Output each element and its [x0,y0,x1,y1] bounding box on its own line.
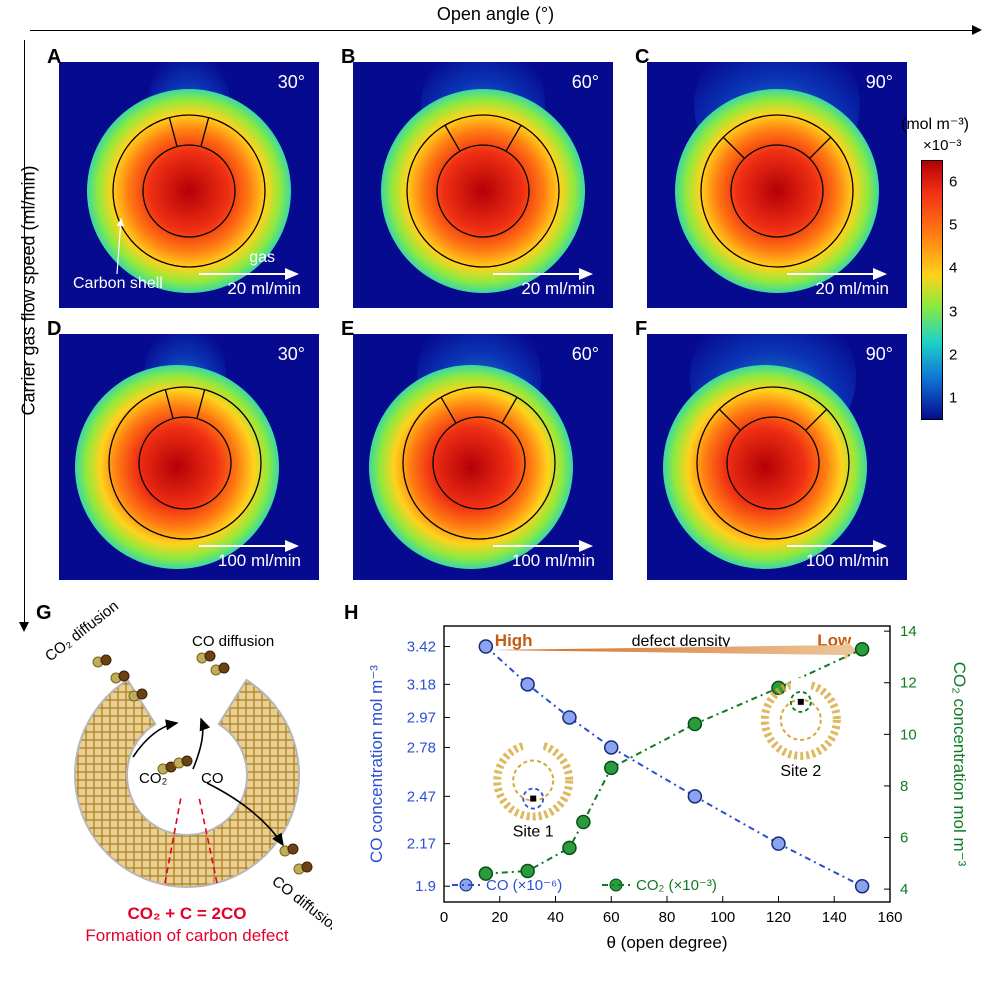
svg-text:CO concentration mol m⁻³: CO concentration mol m⁻³ [368,665,386,863]
sim-panel-D: D30°100 ml/min [45,322,325,582]
svg-text:2.78: 2.78 [407,739,436,756]
sim-svg: 30° 20 ml/min gas Carbon shell [59,62,319,308]
svg-text:CO diffusion: CO diffusion [192,633,274,650]
panel-g-svg: CO₂ diffusionCO diffusionCO₂COCO diffusi… [42,600,332,960]
colorbar-bar [921,160,943,420]
colorbar-ticks: 6 5 4 3 2 1 [949,160,979,420]
x-axis-top: Open angle (°) [40,4,951,25]
svg-text:3.18: 3.18 [407,676,436,693]
colorbar-title: (mol m⁻³) [901,114,969,134]
sim-svg: 90° 100 ml/min [647,334,907,580]
svg-text:100 ml/min: 100 ml/min [806,551,889,570]
svg-text:90°: 90° [866,72,893,92]
panel-letter-h: H [344,602,358,625]
svg-text:30°: 30° [278,72,305,92]
svg-text:CO (×10⁻⁶): CO (×10⁻⁶) [486,877,562,894]
svg-text:20: 20 [491,909,508,926]
svg-text:20 ml/min: 20 ml/min [521,279,595,298]
colorbar-tick: 6 [949,173,957,190]
y-axis-label: Carrier gas flow speed (ml/min) [19,165,40,415]
svg-text:12: 12 [900,675,917,692]
svg-text:CO₂ diffusion: CO₂ diffusion [42,600,122,665]
sim-panel-A: A30°20 ml/mingasCarbon shell [45,50,325,310]
colorbar-tick: 5 [949,217,957,234]
colorbar-tick: 3 [949,303,957,320]
sim-svg: 60° 100 ml/min [353,334,613,580]
svg-text:100 ml/min: 100 ml/min [218,551,301,570]
svg-text:160: 160 [877,909,902,926]
panel-letter: E [341,318,354,341]
svg-text:10: 10 [900,726,917,743]
panel-letter: F [635,318,647,341]
svg-text:80: 80 [659,909,676,926]
x-axis-arrow [30,30,973,31]
svg-text:CO₂ (×10⁻³): CO₂ (×10⁻³) [636,877,717,894]
svg-text:2.17: 2.17 [407,836,436,853]
svg-text:Site 2: Site 2 [780,763,821,780]
svg-text:140: 140 [822,909,847,926]
svg-text:60: 60 [603,909,620,926]
sim-svg: 90° 20 ml/min [647,62,907,308]
svg-text:14: 14 [900,623,917,640]
svg-text:Carbon shell: Carbon shell [73,275,163,292]
svg-text:θ (open degree): θ (open degree) [607,933,728,952]
svg-text:40: 40 [547,909,564,926]
svg-text:120: 120 [766,909,791,926]
colorbar-tick: 2 [949,347,957,364]
colorbar-factor: ×10⁻³ [923,136,961,154]
panel-letter: B [341,46,355,69]
svg-text:20 ml/min: 20 ml/min [227,279,301,298]
svg-text:60°: 60° [572,72,599,92]
y-axis-left: Carrier gas flow speed (ml/min) [0,40,34,603]
sim-panel-C: C90°20 ml/min [633,50,913,310]
svg-text:60°: 60° [572,344,599,364]
svg-text:High: High [495,631,533,650]
figure-root: Open angle (°) Carrier gas flow speed (m… [0,0,991,983]
svg-text:Formation of carbon defect: Formation of carbon defect [85,926,288,945]
svg-text:4: 4 [900,881,908,898]
svg-text:6: 6 [900,830,908,847]
colorbar-tick: 4 [949,260,957,277]
sim-panel-E: E60°100 ml/min [339,322,619,582]
svg-text:90°: 90° [866,344,893,364]
svg-text:2.47: 2.47 [407,788,436,805]
sim-svg: 30° 100 ml/min [59,334,319,580]
sim-svg: 60° 20 ml/min [353,62,613,308]
svg-text:100 ml/min: 100 ml/min [512,551,595,570]
svg-text:Site 1: Site 1 [513,824,554,841]
panel-letter: D [47,318,61,341]
svg-text:100: 100 [710,909,735,926]
svg-text:gas: gas [249,249,275,266]
svg-text:CO: CO [201,770,224,787]
sim-panel-grid: A30°20 ml/mingasCarbon shellB60°20 ml/mi… [45,50,913,582]
colorbar-tick: 1 [949,390,957,407]
panel-letter-g: G [36,602,52,625]
panel-letter: C [635,46,649,69]
panel-h: H 0 20 40 60 80 100 120 140 160 θ (open degree) 1.… [340,600,980,965]
y-axis-arrow [24,40,25,623]
panel-h-plot: 0 20 40 60 80 100 120 140 160 θ (open degree) 1.9 2… [368,604,968,956]
sim-panel-F: F90°100 ml/min [633,322,913,582]
colorbar: (mol m⁻³) ×10⁻³ 654321 [921,150,977,450]
svg-text:20 ml/min: 20 ml/min [815,279,889,298]
svg-text:30°: 30° [278,344,305,364]
x-axis-label: Open angle (°) [437,4,554,24]
svg-text:2.97: 2.97 [407,709,436,726]
panel-g: G CO₂ diffusionCO diffusionCO₂COCO diffu… [42,600,332,960]
svg-text:1.9: 1.9 [415,878,436,895]
sim-panel-B: B60°20 ml/min [339,50,619,310]
svg-text:3.42: 3.42 [407,639,436,656]
svg-text:8: 8 [900,778,908,795]
svg-text:CO₂ + C = 2CO: CO₂ + C = 2CO [127,904,246,923]
svg-text:CO₂ concentration mol m⁻³: CO₂ concentration mol m⁻³ [950,662,968,867]
panel-letter: A [47,46,61,69]
svg-text:0: 0 [440,909,448,926]
